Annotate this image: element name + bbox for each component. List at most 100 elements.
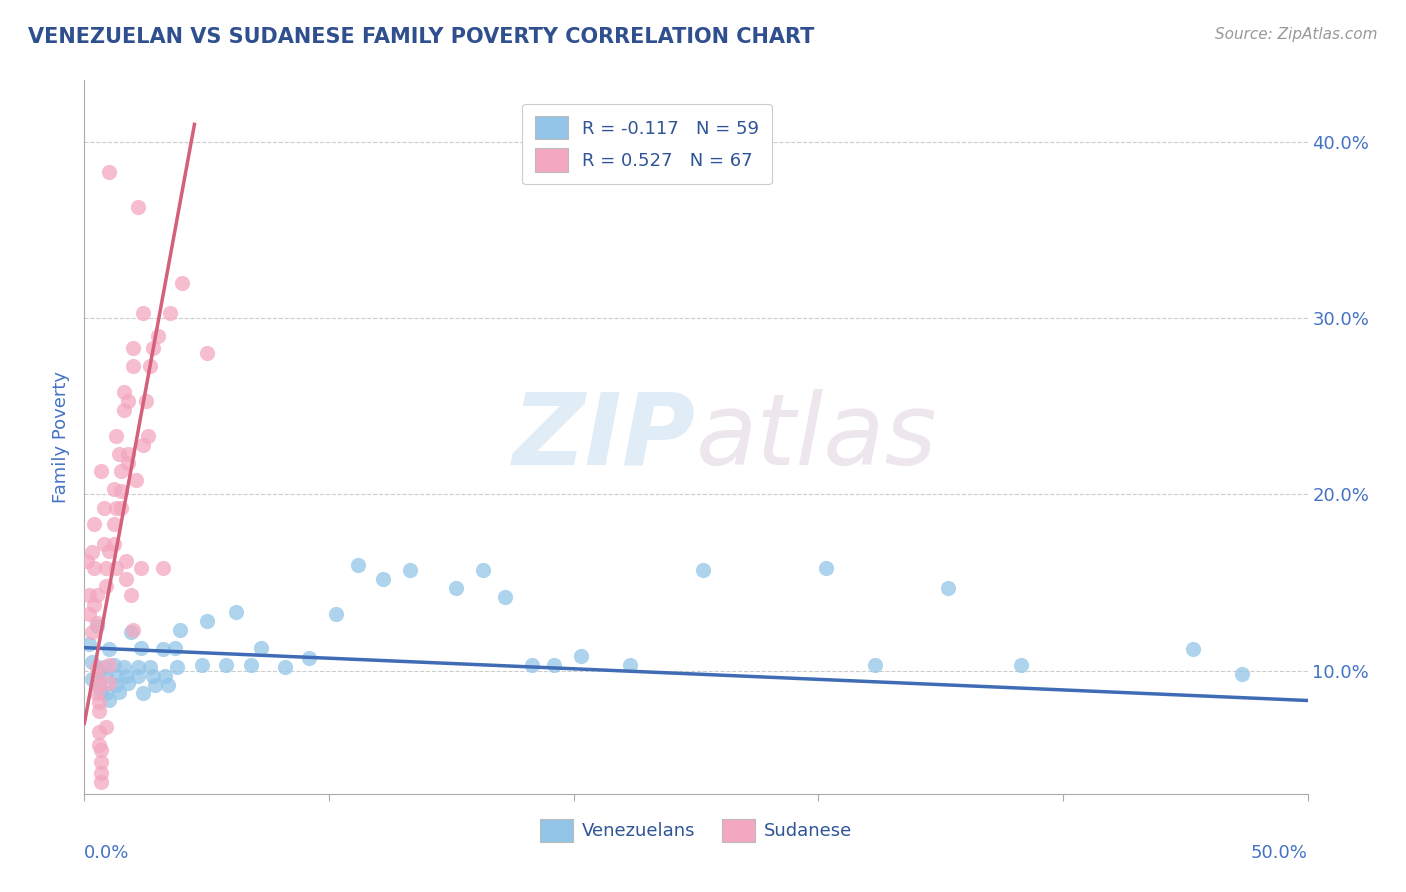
Point xyxy=(103,658,125,673)
Point xyxy=(142,669,165,683)
Point xyxy=(105,669,128,683)
Point xyxy=(86,686,108,700)
Point xyxy=(97,165,120,179)
Point xyxy=(90,684,112,698)
Point xyxy=(120,624,142,639)
Point xyxy=(77,637,100,651)
Point xyxy=(146,328,169,343)
Point xyxy=(87,695,110,709)
Point xyxy=(86,669,108,683)
Point xyxy=(86,660,108,674)
Point xyxy=(93,660,115,674)
Point xyxy=(195,614,218,628)
Text: ZIP: ZIP xyxy=(513,389,696,485)
Point xyxy=(97,658,120,673)
Point xyxy=(225,606,247,620)
Point xyxy=(77,588,100,602)
Point xyxy=(87,664,110,678)
Text: VENEZUELAN VS SUDANESE FAMILY POVERTY CORRELATION CHART: VENEZUELAN VS SUDANESE FAMILY POVERTY CO… xyxy=(28,27,814,46)
Point xyxy=(239,658,262,673)
Point xyxy=(77,607,100,622)
Point xyxy=(87,678,110,692)
Point xyxy=(444,581,467,595)
Point xyxy=(347,558,370,572)
Point xyxy=(117,394,139,409)
Point xyxy=(215,658,238,673)
Point xyxy=(115,669,138,683)
Point xyxy=(107,447,129,461)
Point xyxy=(112,660,135,674)
Point xyxy=(96,669,118,683)
Point xyxy=(90,465,112,479)
Point xyxy=(97,693,120,707)
Point xyxy=(298,651,321,665)
Point xyxy=(103,517,125,532)
Point xyxy=(90,743,112,757)
Point xyxy=(93,501,115,516)
Point xyxy=(863,658,886,673)
Point xyxy=(96,579,118,593)
Point xyxy=(112,402,135,417)
Point xyxy=(936,581,959,595)
Point xyxy=(115,572,138,586)
Y-axis label: Family Poverty: Family Poverty xyxy=(52,371,70,503)
Point xyxy=(96,686,118,700)
Point xyxy=(96,720,118,734)
Legend: Venezuelans, Sudanese: Venezuelans, Sudanese xyxy=(533,812,859,849)
Point xyxy=(105,501,128,516)
Point xyxy=(112,385,135,400)
Point xyxy=(115,554,138,568)
Point xyxy=(80,655,103,669)
Point xyxy=(80,673,103,687)
Point xyxy=(472,563,495,577)
Point xyxy=(142,341,165,355)
Point xyxy=(83,561,105,575)
Point xyxy=(127,200,149,214)
Point xyxy=(132,306,155,320)
Point xyxy=(127,669,149,683)
Point xyxy=(325,607,347,622)
Point xyxy=(274,660,297,674)
Point xyxy=(153,669,176,683)
Point xyxy=(87,704,110,718)
Text: 50.0%: 50.0% xyxy=(1251,844,1308,862)
Point xyxy=(152,642,174,657)
Point xyxy=(105,429,128,443)
Point xyxy=(814,561,837,575)
Point xyxy=(1010,658,1032,673)
Point xyxy=(87,678,110,692)
Point xyxy=(129,640,152,655)
Point xyxy=(110,501,132,516)
Point xyxy=(159,306,181,320)
Point xyxy=(125,473,148,487)
Point xyxy=(398,563,420,577)
Point xyxy=(97,543,120,558)
Point xyxy=(1181,642,1204,657)
Point xyxy=(103,482,125,496)
Point xyxy=(191,658,214,673)
Point xyxy=(132,686,155,700)
Point xyxy=(139,660,162,674)
Point xyxy=(107,684,129,698)
Point xyxy=(122,341,145,355)
Point xyxy=(371,572,394,586)
Text: Source: ZipAtlas.com: Source: ZipAtlas.com xyxy=(1215,27,1378,42)
Point xyxy=(86,615,108,630)
Point xyxy=(569,649,592,664)
Point xyxy=(86,588,108,602)
Point xyxy=(152,561,174,575)
Point xyxy=(172,276,194,290)
Point xyxy=(97,642,120,657)
Point xyxy=(83,599,105,613)
Point xyxy=(76,554,98,568)
Point xyxy=(132,438,155,452)
Point xyxy=(103,537,125,551)
Point xyxy=(543,658,565,673)
Point xyxy=(80,545,103,559)
Point xyxy=(494,590,516,604)
Point xyxy=(105,678,128,692)
Point xyxy=(83,517,105,532)
Point xyxy=(93,537,115,551)
Point xyxy=(90,774,112,789)
Point xyxy=(120,588,142,602)
